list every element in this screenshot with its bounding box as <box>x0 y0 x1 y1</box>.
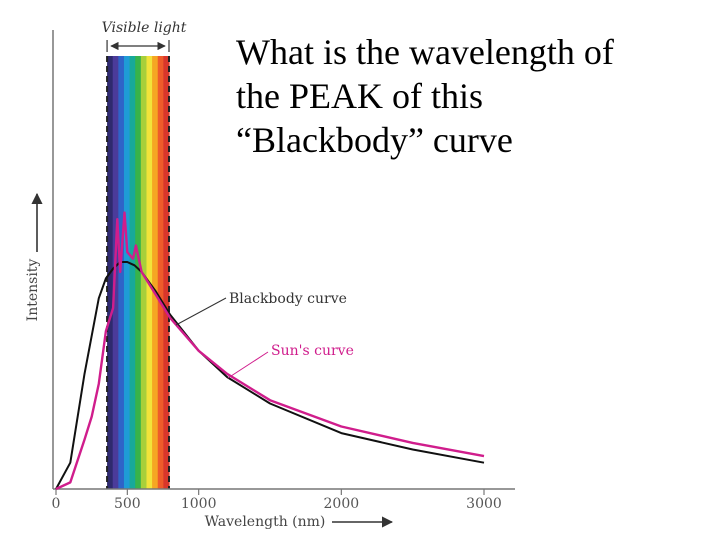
blackbody-curve-label: Blackbody curve <box>229 291 347 307</box>
visible-band-edges <box>106 56 170 489</box>
spectrum-stripe <box>118 56 125 489</box>
curves <box>55 211 485 491</box>
x-tick-label: 2000 <box>324 496 360 512</box>
x-axis-label-group: Wavelength (nm) <box>205 514 394 530</box>
sun-curve-line <box>55 211 485 491</box>
y-axis-label: Intensity <box>25 259 41 322</box>
x-tick-marks <box>55 489 485 495</box>
spectrum-stripe <box>146 56 153 489</box>
sun-annotation: Sun's curve <box>227 343 354 379</box>
visible-light-bracket: Visible light <box>102 20 187 52</box>
spectrum-stripe <box>140 56 148 489</box>
spectrum-stripe <box>163 56 170 489</box>
blackbody-annotation: Blackbody curve <box>175 291 347 326</box>
question-text: What is the wavelength of the PEAK of th… <box>236 32 614 160</box>
spectrum-stripe <box>152 56 159 489</box>
spectrum-stripe <box>157 56 164 489</box>
x-tick-label: 3000 <box>466 496 502 512</box>
visible-spectrum-band <box>107 56 170 489</box>
spectrum-stripe <box>135 56 142 489</box>
spectrum-stripe <box>123 56 131 489</box>
visible-light-label: Visible light <box>102 20 187 36</box>
blackbody-leader-line <box>175 297 227 326</box>
x-tick-label: 500 <box>114 496 141 512</box>
spectrum-stripe <box>129 56 136 489</box>
x-tick-labels: 0 500 1000 2000 3000 <box>52 496 502 512</box>
x-tick-label: 0 <box>52 496 61 512</box>
sun-leader-line <box>227 351 269 379</box>
blackbody-curve-line <box>55 261 485 490</box>
x-axis-label: Wavelength (nm) <box>205 514 326 530</box>
sun-curve-label: Sun's curve <box>271 343 354 359</box>
x-tick-label: 1000 <box>181 496 217 512</box>
y-axis-label-group: Intensity <box>25 192 43 322</box>
